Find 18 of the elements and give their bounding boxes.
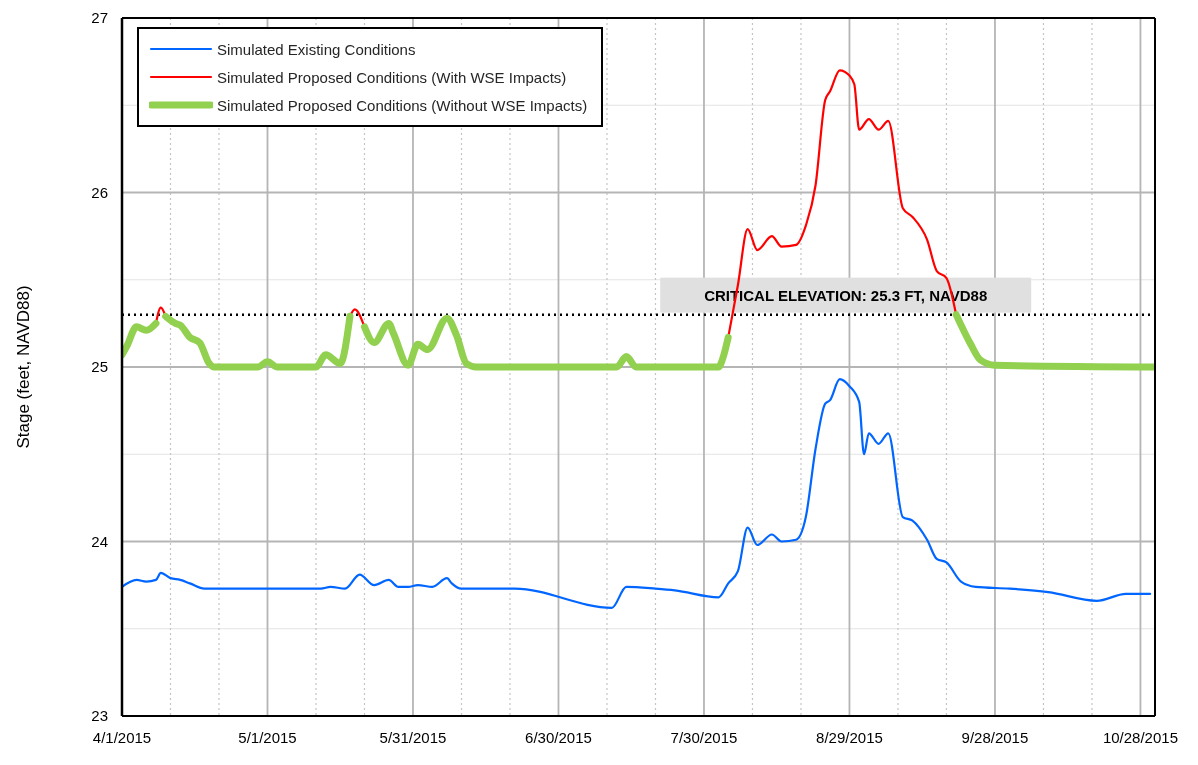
y-tick-label: 23 <box>91 707 108 725</box>
line-series <box>122 378 1152 609</box>
y-tick-label: 24 <box>91 532 108 550</box>
x-tick-label: 7/30/2015 <box>670 728 738 746</box>
x-tick-label: 4/1/2015 <box>92 728 152 746</box>
legend-label: Simulated Existing Conditions <box>217 40 416 58</box>
x-tick-label: 6/30/2015 <box>525 728 592 746</box>
legend-label: Simulated Proposed Conditions (Without WSE Impacts) <box>217 96 588 114</box>
x-tick-label: 5/31/2015 <box>379 728 447 746</box>
y-axis-title: Stage (feet, NAVD88) <box>14 285 34 449</box>
x-tick-label: 10/28/2015 <box>1102 728 1178 746</box>
legend-label: Simulated Proposed Conditions (With WSE Impacts) <box>217 68 567 86</box>
y-tick-label: 26 <box>91 183 108 201</box>
x-tick-label: 8/29/2015 <box>816 728 883 746</box>
x-tick-label: 5/1/2015 <box>238 728 297 746</box>
y-tick-label: 25 <box>91 358 108 376</box>
x-tick-label: 9/28/2015 <box>961 728 1029 746</box>
y-tick-label: 27 <box>91 9 108 27</box>
